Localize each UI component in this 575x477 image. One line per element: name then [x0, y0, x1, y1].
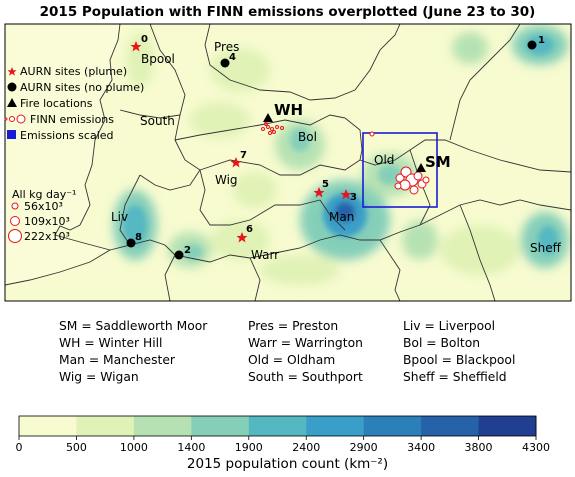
- site-marker-4: [220, 58, 230, 68]
- site-label-3: 3: [350, 192, 357, 203]
- site-label-0: 0: [141, 34, 148, 45]
- abbreviation-item: Bol = Bolton: [403, 336, 481, 350]
- site-marker-0: [130, 41, 142, 52]
- map-legend: AURN sites (plume) AURN sites (no plume)…: [4, 65, 144, 142]
- abbreviation-item: Bpool = Blackpool: [403, 353, 516, 367]
- place-label-sheff: Sheff: [530, 241, 562, 255]
- colorbar-segment: [478, 416, 537, 436]
- place-label-liv: Liv: [111, 210, 128, 224]
- abbreviation-column-1: SM = Saddleworth Moor WH = Winter Hill M…: [59, 318, 207, 386]
- site-label-7: 7: [240, 150, 247, 161]
- place-label-old: Old: [374, 153, 394, 167]
- sea-region: [5, 24, 120, 285]
- finn-emissions-wh: [261, 122, 284, 135]
- legend-circle-icon: [7, 82, 17, 92]
- abbreviation-item: Warr = Warrington: [248, 336, 363, 350]
- abbreviation-item: Wig = Wigan: [59, 370, 139, 384]
- size-legend-entry-0: 56x10³: [24, 200, 63, 213]
- colorbar-frame: [18, 415, 537, 437]
- size-legend-circle-medium: [10, 216, 20, 226]
- colorbar-ticks: 0 500 1000 1400 1900 2400 2900 3400 3800 4300: [16, 436, 550, 454]
- place-label-wig: Wig: [215, 173, 238, 187]
- site-label-4: 4: [229, 52, 236, 63]
- aurn-sites: [126, 40, 537, 260]
- abbreviation-item: SM = Saddleworth Moor: [59, 319, 208, 333]
- legend-label-fire: Fire locations: [20, 97, 93, 110]
- place-label-pres: Pres: [214, 40, 239, 54]
- site-marker-3: [340, 189, 352, 200]
- legend-finn-icon: [4, 114, 26, 124]
- fire-triangle-wh: [263, 113, 273, 122]
- colorbar-tick-label: 1000: [120, 441, 148, 454]
- legend-label-plume: AURN sites (plume): [20, 65, 127, 78]
- legend-label-finn: FINN emissions: [30, 113, 114, 126]
- colorbar-tick-label: 3800: [465, 441, 493, 454]
- colorbar-tick-label: 2400: [292, 441, 320, 454]
- size-legend-entry-1: 109x10³: [24, 215, 70, 228]
- abbreviation-column-3: Liv = Liverpool Bol = Bolton Bpool = Bla…: [403, 318, 515, 386]
- abbreviation-item: Sheff = Sheffield: [403, 370, 507, 384]
- colorbar-tick-label: 0: [16, 441, 23, 454]
- fire-label-wh: WH: [274, 101, 303, 119]
- size-legend-entry-2: 222x10³: [24, 230, 70, 243]
- fire-label-sm: SM: [425, 153, 451, 171]
- place-label-warr: Warr: [251, 248, 279, 262]
- place-label-bpool: Bpool: [141, 52, 175, 66]
- size-legend: All kg day⁻¹ 56x10³ 109x10³ 222x10³: [8, 188, 76, 243]
- abbreviation-item: WH = Winter Hill: [59, 336, 163, 350]
- abbreviation-item: Liv = Liverpool: [403, 319, 496, 333]
- site-label-2: 2: [184, 245, 191, 256]
- site-label-8: 8: [135, 232, 142, 243]
- legend-square-icon: [7, 130, 16, 139]
- size-legend-heading: All kg day⁻¹: [12, 188, 76, 201]
- size-legend-circle-large: [8, 229, 22, 243]
- colorbar-segment: [133, 416, 192, 436]
- abbreviation-item: South = Southport: [248, 370, 363, 384]
- site-label-5: 5: [322, 179, 329, 190]
- colorbar-tick-label: 500: [66, 441, 87, 454]
- fire-triangle-sm: [416, 163, 426, 172]
- abbreviation-column-2: Pres = Preston Warr = Warrington Old = O…: [248, 318, 363, 386]
- size-legend-circle-small: [11, 202, 19, 210]
- place-label-man: Man: [329, 210, 354, 224]
- site-marker-6: [236, 232, 248, 243]
- colorbar-tick-label: 3400: [407, 441, 435, 454]
- colorbar-tick-label: 1400: [177, 441, 205, 454]
- map-frame: [4, 23, 572, 302]
- population-map: 0 1 2 3 4 5 6 7 8 Bpool Pres South Bol W…: [4, 23, 572, 302]
- site-marker-1: [527, 40, 537, 50]
- legend-label-scaled: Emissions scaled: [20, 129, 114, 142]
- colorbar: 0 500 1000 1400 1900 2400 2900 3400 3800 4300: [16, 415, 550, 454]
- boundaries: [5, 24, 571, 301]
- legend-label-no-plume: AURN sites (no plume): [20, 81, 144, 94]
- site-label-1: 1: [538, 35, 545, 46]
- site-marker-7: [230, 157, 242, 168]
- colorbar-tick-label: 4300: [522, 441, 550, 454]
- abbreviation-item: Pres = Preston: [248, 319, 339, 333]
- place-label-bol: Bol: [298, 130, 317, 144]
- site-marker-5: [313, 187, 325, 198]
- colorbar-segments: [19, 416, 537, 436]
- colorbar-label: 2015 population count (km⁻²): [186, 456, 389, 472]
- colorbar-segment: [19, 416, 77, 436]
- colorbar-segment: [421, 416, 480, 436]
- colorbar-segment: [191, 416, 250, 436]
- colorbar-segment: [306, 416, 365, 436]
- map-title: 2015 Population with FINN emissions over…: [39, 4, 536, 20]
- site-marker-2: [174, 250, 184, 260]
- legend-triangle-icon: [7, 98, 17, 107]
- legend-star-icon: [7, 67, 17, 76]
- site-marker-8: [126, 238, 136, 248]
- colorbar-segment: [76, 416, 135, 436]
- colorbar-segment: [363, 416, 422, 436]
- colorbar-tick-label: 1900: [235, 441, 263, 454]
- finn-emissions-sm: [369, 131, 430, 195]
- abbreviation-item: Old = Oldham: [248, 353, 336, 367]
- place-label-south: South: [140, 114, 175, 128]
- colorbar-segment: [248, 416, 307, 436]
- emissions-scaled-box: [362, 132, 438, 208]
- colorbar-tick-label: 2900: [350, 441, 378, 454]
- abbreviation-item: Man = Manchester: [59, 353, 175, 367]
- site-label-6: 6: [246, 224, 253, 235]
